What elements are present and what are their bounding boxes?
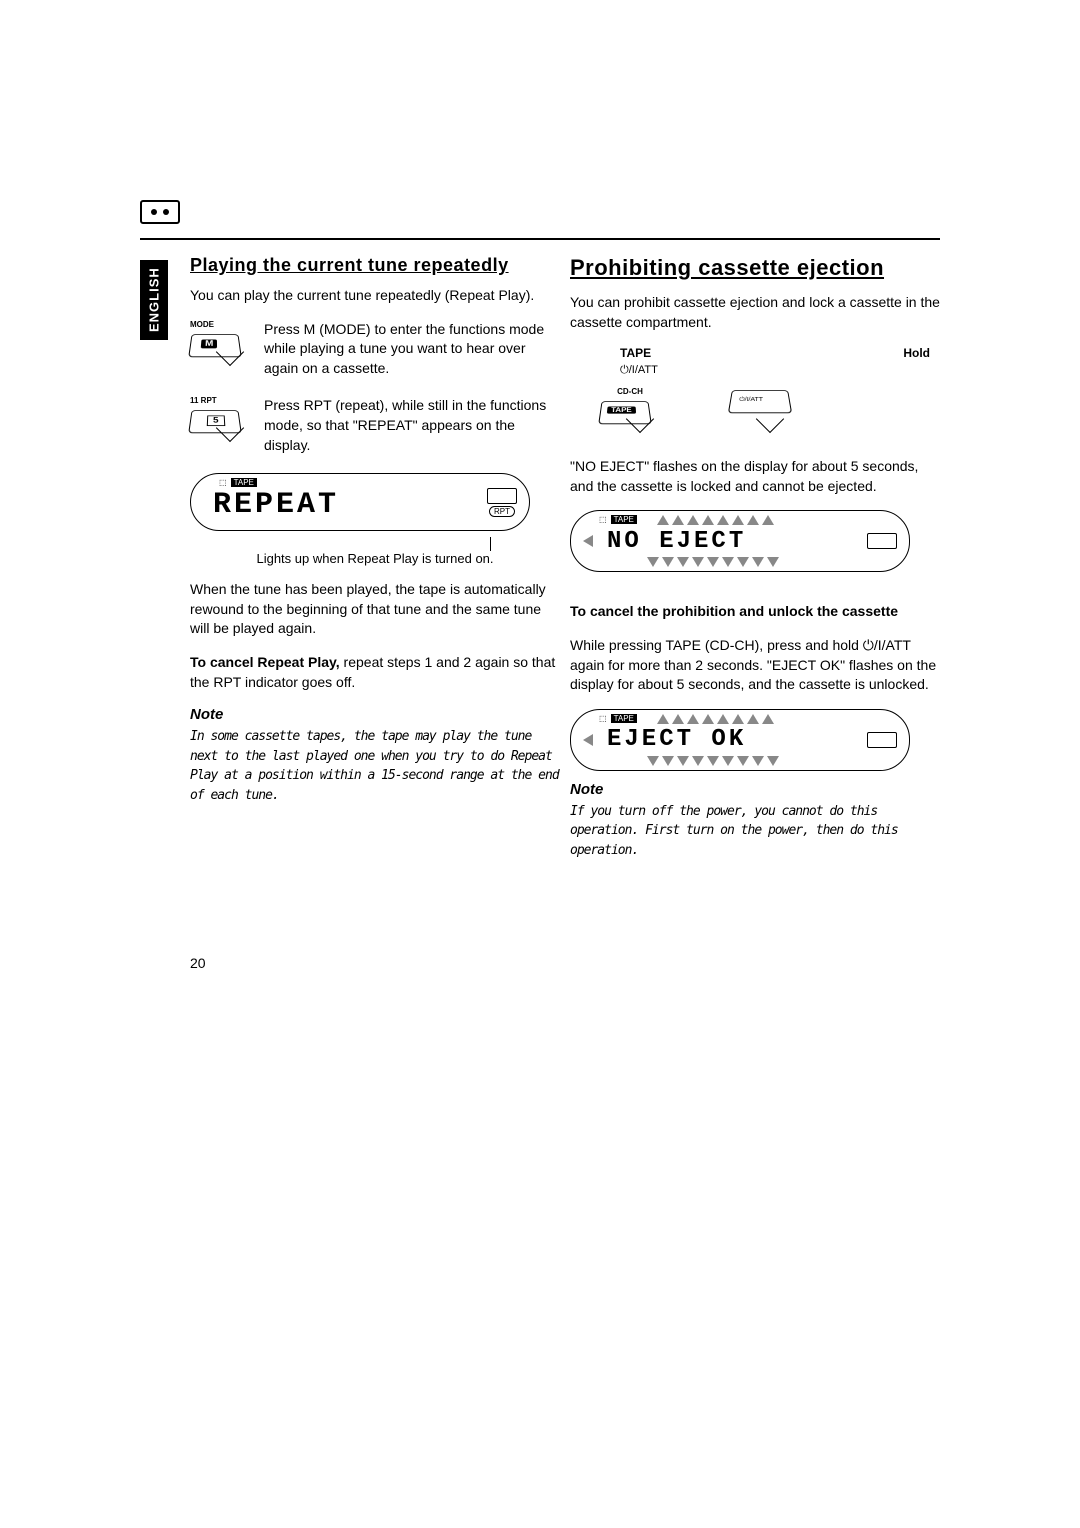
- att-label: ⏻/I/ATT: [620, 364, 940, 377]
- rpt-label: 11 RPT: [190, 396, 250, 405]
- eject-ok-display: ⬚ TAPE EJECT OK: [570, 709, 910, 771]
- display-text-ejectok: EJECT OK: [607, 726, 746, 753]
- repeat-play-intro: You can play the current tune repeatedly…: [190, 286, 560, 306]
- step-1-text: Press M (MODE) to enter the functions mo…: [264, 320, 560, 379]
- language-tab: ENGLISH: [140, 260, 168, 340]
- cancel-prohibit-body: While pressing TAPE (CD-CH), press and h…: [570, 636, 940, 695]
- note-body-left: In some cassette tapes, the tape may pla…: [190, 727, 560, 805]
- mode-label: MODE: [190, 320, 250, 329]
- no-eject-text: "NO EJECT" flashes on the display for ab…: [570, 457, 940, 496]
- tape-chip-2: TAPE: [611, 515, 637, 524]
- tape-hold-label: TAPE: [620, 346, 651, 360]
- note-body-right: If you turn off the power, you cannot do…: [570, 802, 940, 861]
- rpt-button-icon: 11 RPT 5: [190, 396, 250, 446]
- step-1: MODE M Press M (MODE) to enter the funct…: [190, 320, 560, 379]
- prohibit-intro: You can prohibit cassette ejection and l…: [570, 293, 940, 332]
- right-column: Prohibiting cassette ejection You can pr…: [570, 255, 940, 860]
- no-eject-display: ⬚ TAPE NO EJECT: [570, 510, 910, 572]
- cancel-prohibit: To cancel the prohibition and unlock the…: [570, 602, 940, 622]
- hold-label: Hold: [903, 346, 930, 360]
- power-button: ⏻/I/ATT: [739, 397, 763, 403]
- page-number: 20: [190, 955, 206, 971]
- note-heading-right: Note: [570, 781, 940, 798]
- cancel-bold: To cancel Repeat Play,: [190, 654, 340, 670]
- button-cluster: CD-CH TAPE ⏻/I/ATT: [600, 387, 940, 437]
- tape-chip-3: TAPE: [611, 714, 637, 723]
- note-heading-left: Note: [190, 706, 560, 723]
- hold-labels: TAPE Hold: [570, 346, 940, 360]
- display-text-noeject: NO EJECT: [607, 528, 746, 555]
- after-text: When the tune has been played, the tape …: [190, 580, 560, 639]
- prohibit-title: Prohibiting cassette ejection: [570, 255, 940, 281]
- cassette-mini-icon: [487, 488, 517, 504]
- power-button-icon: ⏻/I/ATT: [730, 387, 790, 437]
- display-caption: Lights up when Repeat Play is turned on.: [190, 551, 560, 566]
- left-column: Playing the current tune repeatedly You …: [190, 255, 560, 805]
- cassette-icon: [140, 200, 180, 224]
- m-button: M: [201, 339, 218, 348]
- cancel-repeat: To cancel Repeat Play, repeat steps 1 an…: [190, 653, 560, 692]
- tape-chip: TAPE: [231, 478, 257, 487]
- tape-button-icon: CD-CH TAPE: [600, 387, 660, 437]
- repeat-play-title: Playing the current tune repeatedly: [190, 255, 560, 276]
- repeat-display: ⬚ TAPE REPEAT RPT: [190, 473, 530, 531]
- step-2: 11 RPT 5 Press RPT (repeat), while still…: [190, 396, 560, 455]
- rpt-badge: RPT: [489, 506, 515, 517]
- disc-icon: ⬚: [219, 478, 227, 487]
- step-2-text: Press RPT (repeat), while still in the f…: [264, 396, 560, 455]
- mode-button-icon: MODE M: [190, 320, 250, 370]
- cancel-prohibit-bold: To cancel the prohibition and unlock the…: [570, 603, 898, 619]
- display-text-repeat: REPEAT: [213, 488, 339, 522]
- divider: [140, 238, 940, 240]
